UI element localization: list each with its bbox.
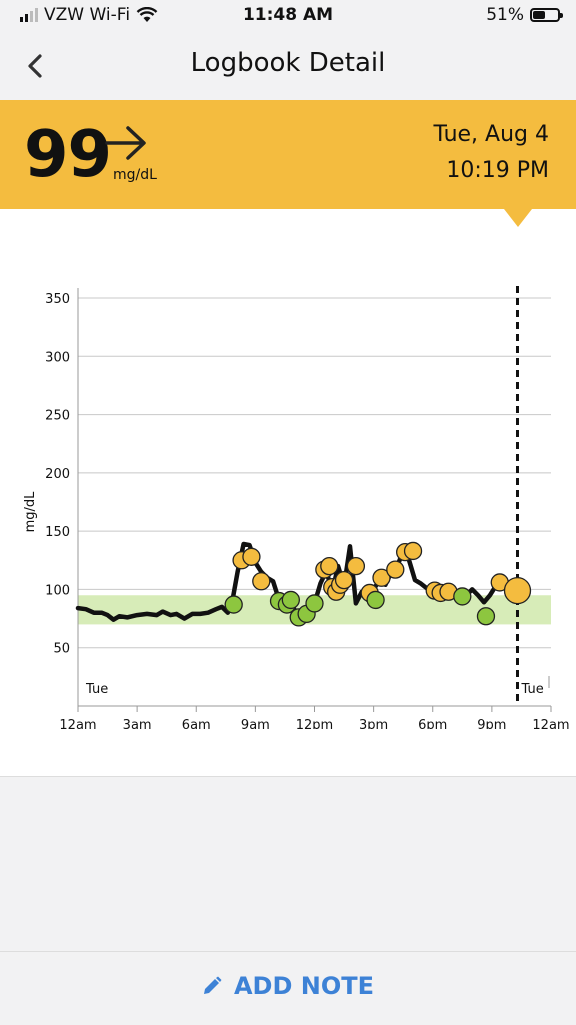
y-tick-label: 150 (45, 525, 70, 540)
battery-icon (530, 8, 563, 22)
reading-point (366, 590, 385, 610)
pencil-icon (203, 976, 222, 994)
reading-point (320, 556, 339, 576)
page-title: Logbook Detail (190, 48, 386, 78)
reading-date: Tue, Aug 4 (433, 122, 549, 147)
battery-level (533, 11, 545, 19)
reading-point (281, 590, 301, 610)
footer-bar: ADD NOTE (0, 951, 576, 1025)
glucose-unit: mg/dL (113, 167, 157, 183)
y-tick-label: 250 (45, 409, 70, 424)
x-tick-label: 12pm (296, 718, 333, 729)
reading-point (403, 541, 423, 561)
chart-card (0, 209, 576, 777)
reading-point (476, 607, 496, 626)
x-tick-label: 12am (532, 718, 569, 729)
carrier-label: VZW Wi-Fi (44, 5, 131, 25)
y-tick-label: 200 (45, 467, 70, 482)
reading-point (224, 595, 243, 614)
reading-point (453, 587, 472, 606)
day-label: Tue (520, 682, 543, 697)
steady-arrow-icon (105, 126, 146, 160)
reading-point (242, 547, 261, 566)
x-tick-label: 12am (59, 718, 96, 729)
y-tick-label: 100 (45, 583, 70, 598)
reading-banner: 99 mg/dL Tue, Aug 4 10:19 PM (0, 100, 576, 209)
back-chevron-icon[interactable] (18, 48, 54, 84)
wifi-icon (136, 7, 158, 22)
navigation-bar: Logbook Detail (0, 34, 576, 100)
x-tick-label: 6am (182, 718, 211, 729)
reading-point (252, 572, 271, 591)
reading-time: 10:19 PM (446, 158, 549, 183)
status-time: 11:48 AM (242, 5, 334, 25)
reading-point (372, 568, 391, 587)
status-right: 51% (486, 5, 563, 25)
y-tick-label: 350 (45, 292, 70, 307)
signal-icon (20, 8, 38, 22)
status-bar: VZW Wi-Fi 11:48 AM 51% (0, 0, 576, 34)
reading-point (346, 556, 366, 576)
reading-point (305, 594, 324, 613)
battery-percent: 51% (486, 5, 524, 25)
x-tick-label: 3am (123, 718, 152, 729)
x-tick-label: 9pm (477, 718, 506, 729)
current-reading-point (503, 576, 532, 605)
glucose-chart: 50 100 150 200 250 300 350 mg/dL 12am 3am 6am 9am 12… (23, 286, 570, 729)
add-note-button[interactable]: ADD NOTE (0, 972, 576, 1000)
add-note-label: ADD NOTE (233, 972, 375, 1000)
y-axis-label: mg/dL (23, 491, 38, 533)
reading-point (334, 570, 354, 590)
day-label: Tue (85, 682, 108, 697)
y-tick-label: 50 (53, 642, 70, 657)
x-tick-label: 3pm (359, 718, 388, 729)
reading-point (386, 560, 405, 579)
x-tick-label: 6pm (418, 718, 447, 729)
glucose-value: 99 (24, 118, 112, 192)
y-tick-label: 300 (45, 350, 70, 365)
x-tick-label: 9am (241, 718, 270, 729)
status-left: VZW Wi-Fi (20, 5, 158, 25)
banner-pointer (504, 209, 532, 227)
